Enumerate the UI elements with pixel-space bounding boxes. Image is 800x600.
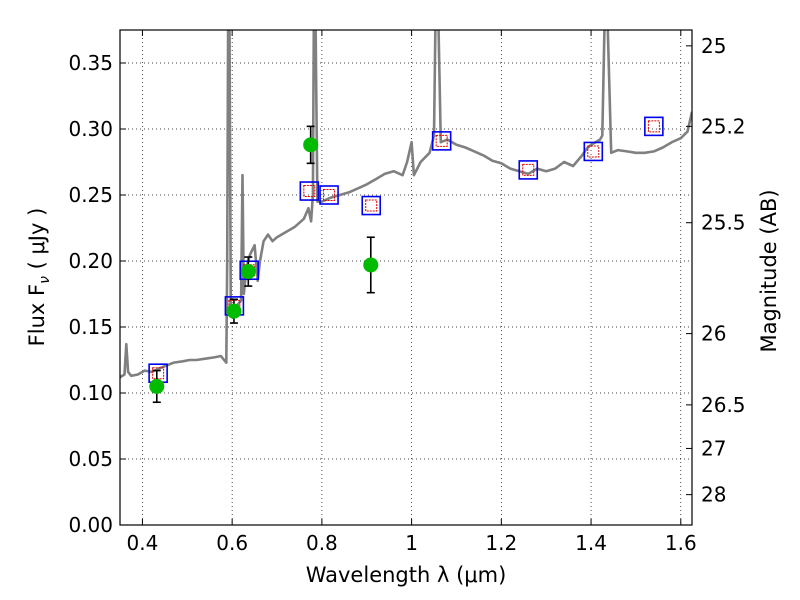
y-tick-label: 0.20 xyxy=(68,249,113,273)
model-photometry-inner xyxy=(435,134,448,147)
right-tick-label: 28 xyxy=(701,483,726,507)
template-spectrum-line xyxy=(120,30,692,379)
right-tick-label: 26.5 xyxy=(701,393,746,417)
x-tick-label: 1.2 xyxy=(485,531,517,555)
right-tick-label: 26 xyxy=(701,322,726,346)
model-photometry-box xyxy=(361,195,382,216)
x-tick-label: 1.6 xyxy=(665,531,697,555)
y-tick-label: 0.00 xyxy=(68,513,113,537)
y-tick-label: 0.15 xyxy=(68,315,113,339)
x-tick-label: 0.4 xyxy=(127,531,159,555)
model-photometry-inner xyxy=(323,189,336,201)
x-tick-label: 0.8 xyxy=(306,531,338,555)
model-photometry-inner xyxy=(587,145,600,158)
model-photometry-box xyxy=(239,260,260,281)
model-photometry-box xyxy=(518,160,539,180)
model-photometry-box xyxy=(644,116,664,137)
right-tick-label: 27 xyxy=(701,436,726,460)
right-tick-label: 25.5 xyxy=(701,211,746,235)
right-tick-label: 25.2 xyxy=(701,114,746,138)
model-photometry-box xyxy=(431,131,452,151)
model-photometry-inner xyxy=(152,367,165,380)
y-tick-label: 0.05 xyxy=(68,447,113,471)
model-photometry-box xyxy=(583,141,604,162)
y-axis-title: Flux Fν ( μJy ) xyxy=(25,208,53,347)
model-photometry-inner xyxy=(522,163,535,176)
model-photometry-box xyxy=(299,181,320,201)
y-axis-title-unit: ( μJy ) xyxy=(25,208,49,276)
x-axis-title: Wavelength λ (μm) xyxy=(306,563,507,587)
right-axis-title: Magnitude (AB) xyxy=(757,189,781,352)
axis-ticks: 0.4 0.6 0.8 1 1.2 1.4 1.6 0.00 0.05 0.10 0.15 0.20 0… xyxy=(68,30,746,555)
observed-flux-point xyxy=(363,257,379,273)
plot-frame xyxy=(119,29,693,526)
model-photometry-box xyxy=(319,185,339,205)
model-photometry-inner xyxy=(647,120,660,133)
y-tick-label: 0.25 xyxy=(68,183,113,207)
right-tick-label: 25 xyxy=(701,34,726,58)
observed-flux-point xyxy=(240,264,256,280)
x-tick-label: 0.6 xyxy=(216,531,248,555)
y-tick-label: 0.35 xyxy=(68,51,113,75)
x-tick-label: 1.4 xyxy=(575,531,607,555)
observed-flux-point xyxy=(303,137,319,153)
observed-flux-point xyxy=(149,378,165,394)
y-axis-title-main: Flux F xyxy=(25,284,49,346)
y-tick-label: 0.10 xyxy=(68,381,113,405)
y-tick-label: 0.30 xyxy=(68,117,113,141)
y-axis-title-subscript: ν xyxy=(37,276,53,284)
x-tick-label: 1 xyxy=(405,531,418,555)
model-photometry-inner xyxy=(303,185,316,198)
model-photometry-inner xyxy=(365,199,378,212)
plot-series xyxy=(120,30,692,404)
observed-flux-point xyxy=(226,303,242,319)
